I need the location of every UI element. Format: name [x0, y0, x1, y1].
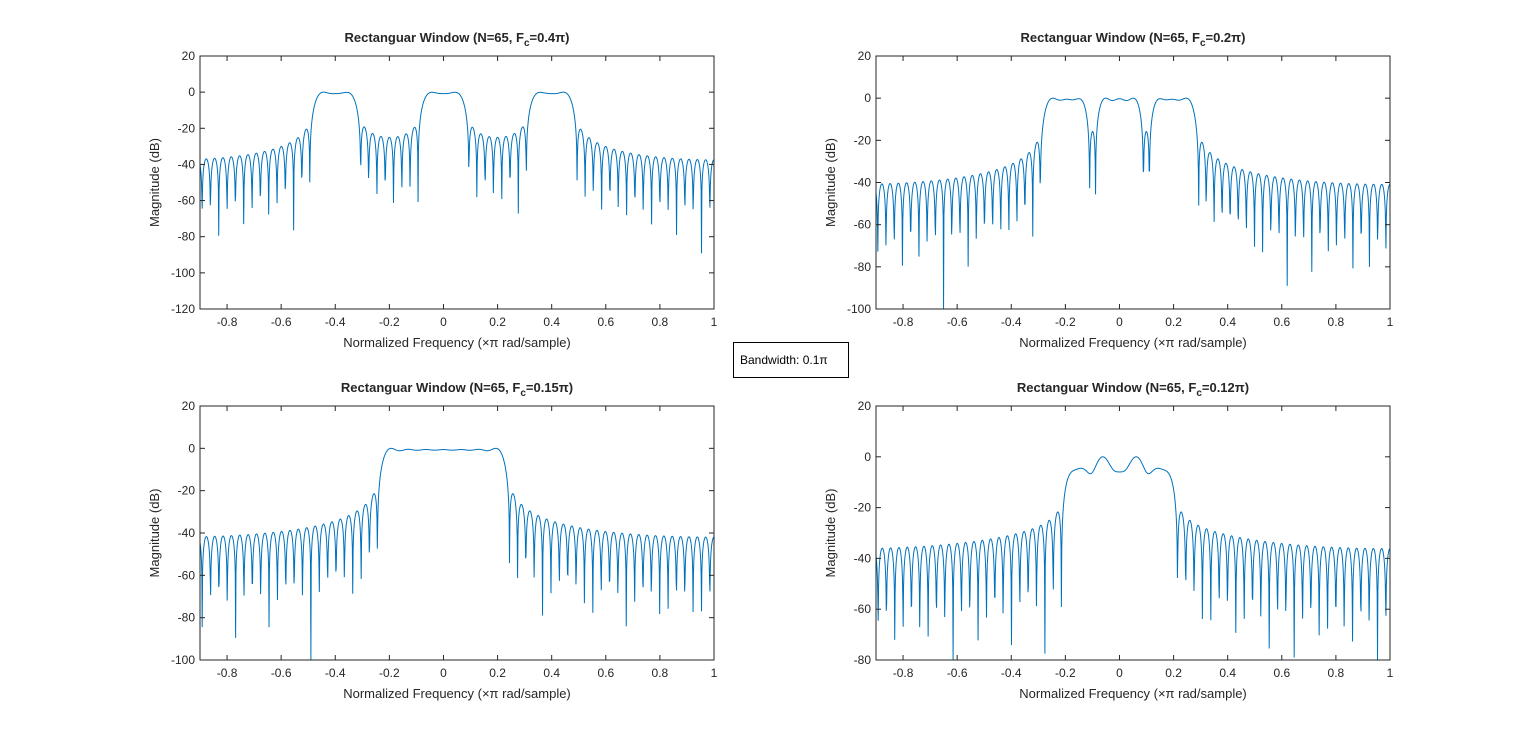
x-tick-label: -0.8 [217, 666, 238, 680]
x-tick-label: 1 [1387, 666, 1394, 680]
y-tick-label: -20 [854, 133, 872, 147]
y-tick-label: -60 [854, 218, 872, 232]
x-tick-label: -0.4 [1001, 315, 1022, 329]
x-tick-label: -0.8 [893, 666, 914, 680]
y-tick-label: 20 [858, 49, 872, 63]
y-tick-label: -60 [854, 602, 872, 616]
y-axis-label: Magnitude (dB) [823, 489, 838, 578]
x-tick-label: -0.2 [379, 315, 400, 329]
bandwidth-annotation-text: Bandwidth: 0.1π [740, 353, 828, 367]
x-tick-label: 0 [1116, 666, 1123, 680]
y-tick-label: -120 [171, 302, 195, 316]
x-tick-label: 0.8 [1328, 666, 1345, 680]
x-tick-label: 0.4 [1219, 315, 1236, 329]
y-tick-label: -40 [854, 176, 872, 190]
x-tick-label: 0.4 [1219, 666, 1236, 680]
x-tick-label: -0.4 [1001, 666, 1022, 680]
x-axis-label: Normalized Frequency (×π rad/sample) [343, 686, 571, 701]
series-line [876, 456, 1390, 660]
chart-title: Rectanguar Window (N=65, Fc=0.4π) [345, 30, 570, 49]
x-tick-label: 0.8 [652, 315, 669, 329]
y-axis-label: Magnitude (dB) [147, 489, 162, 578]
x-tick-label: 0 [440, 666, 447, 680]
y-tick-label: 20 [182, 49, 196, 63]
y-tick-label: -80 [854, 260, 872, 274]
y-tick-label: -100 [847, 302, 871, 316]
x-tick-label: -0.6 [271, 666, 292, 680]
x-tick-label: 1 [711, 666, 718, 680]
x-tick-label: 0.2 [1165, 315, 1182, 329]
axes-box [199, 55, 715, 310]
x-tick-label: 0.8 [1328, 315, 1345, 329]
y-tick-label: -40 [178, 526, 196, 540]
x-tick-label: 0.2 [489, 666, 506, 680]
y-tick-label: -100 [171, 653, 195, 667]
x-tick-label: 0.6 [1273, 315, 1290, 329]
x-tick-label: 0.4 [543, 666, 560, 680]
x-tick-label: -0.2 [379, 666, 400, 680]
x-tick-label: 0 [1116, 315, 1123, 329]
axes-box [875, 55, 1391, 310]
x-tick-label: -0.6 [947, 315, 968, 329]
subplot-2: -0.8 -0.6 -0.4 -0.2 0 0.2 0.4 0.6 0.8 1 -100 -80 -60… [823, 30, 1394, 350]
y-tick-label: -100 [171, 266, 195, 280]
x-tick-label: 0.6 [1273, 666, 1290, 680]
series-line [200, 447, 714, 660]
x-tick-label: -0.8 [893, 315, 914, 329]
y-tick-label: -40 [178, 157, 196, 171]
bandwidth-annotation: Bandwidth: 0.1π [733, 342, 849, 378]
x-axis-label: Normalized Frequency (×π rad/sample) [1019, 686, 1247, 701]
x-tick-label: -0.6 [271, 315, 292, 329]
x-tick-label: -0.2 [1055, 315, 1076, 329]
chart-title: Rectanguar Window (N=65, Fc=0.15π) [341, 380, 573, 399]
axes-box [875, 405, 1391, 661]
y-tick-label: 20 [858, 399, 872, 413]
y-tick-label: -40 [854, 551, 872, 565]
y-axis-label: Magnitude (dB) [147, 138, 162, 227]
x-tick-label: -0.4 [325, 315, 346, 329]
series-line [200, 91, 714, 254]
y-axis-label: Magnitude (dB) [823, 138, 838, 227]
x-tick-label: -0.2 [1055, 666, 1076, 680]
x-tick-label: 1 [1387, 315, 1394, 329]
x-tick-label: 0.8 [652, 666, 669, 680]
x-tick-label: 0 [440, 315, 447, 329]
y-tick-label: -80 [178, 230, 196, 244]
y-tick-label: -60 [178, 194, 196, 208]
y-tick-label: -20 [178, 484, 196, 498]
y-tick-label: 20 [182, 399, 196, 413]
y-tick-label: -60 [178, 568, 196, 582]
x-tick-label: -0.6 [947, 666, 968, 680]
series-line [876, 97, 1390, 309]
x-tick-label: 0.2 [489, 315, 506, 329]
x-axis-label: Normalized Frequency (×π rad/sample) [343, 335, 571, 350]
x-tick-label: 0.4 [543, 315, 560, 329]
x-tick-label: 0.6 [597, 666, 614, 680]
chart-title: Rectanguar Window (N=65, Fc=0.2π) [1021, 30, 1246, 49]
y-tick-label: 0 [188, 441, 195, 455]
y-tick-label: 0 [864, 450, 871, 464]
x-tick-label: -0.8 [217, 315, 238, 329]
y-tick-label: -80 [854, 653, 872, 667]
subplot-3: -0.8 -0.6 -0.4 -0.2 0 0.2 0.4 0.6 0.8 1 -100 -80 -60… [147, 380, 718, 701]
x-tick-label: 0.6 [597, 315, 614, 329]
chart-title: Rectanguar Window (N=65, Fc=0.12π) [1017, 380, 1249, 399]
y-tick-label: -20 [854, 501, 872, 515]
x-axis-label: Normalized Frequency (×π rad/sample) [1019, 335, 1247, 350]
subplot-1: -0.8 -0.6 -0.4 -0.2 0 0.2 0.4 0.6 0.8 1 -120 -100 -8… [147, 30, 718, 350]
y-tick-label: 0 [864, 91, 871, 105]
axes-box [199, 405, 715, 661]
x-tick-label: 0.2 [1165, 666, 1182, 680]
y-tick-label: -80 [178, 611, 196, 625]
y-tick-label: 0 [188, 85, 195, 99]
x-tick-label: 1 [711, 315, 718, 329]
subplot-4: -0.8 -0.6 -0.4 -0.2 0 0.2 0.4 0.6 0.8 1 -80 -60 -40 -… [823, 380, 1394, 701]
x-tick-label: -0.4 [325, 666, 346, 680]
y-tick-label: -20 [178, 121, 196, 135]
